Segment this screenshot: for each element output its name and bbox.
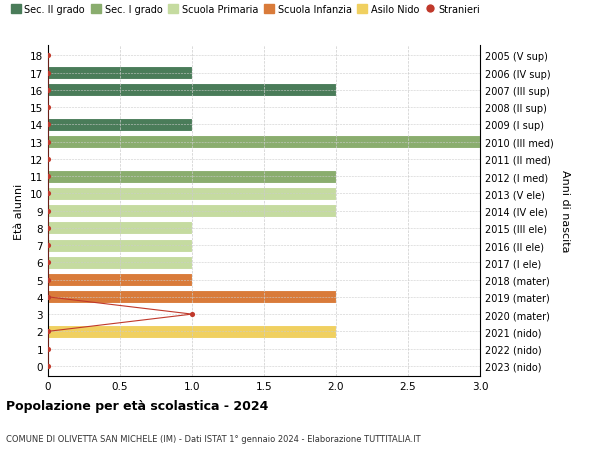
Point	[43, 121, 53, 129]
Bar	[48, 118, 192, 132]
Point	[43, 87, 53, 95]
Text: Popolazione per età scolastica - 2024: Popolazione per età scolastica - 2024	[6, 399, 268, 412]
Bar	[48, 205, 336, 218]
Point	[43, 52, 53, 60]
Point	[43, 259, 53, 266]
Point	[43, 207, 53, 215]
Bar	[48, 136, 480, 149]
Text: COMUNE DI OLIVETTA SAN MICHELE (IM) - Dati ISTAT 1° gennaio 2024 - Elaborazione : COMUNE DI OLIVETTA SAN MICHELE (IM) - Da…	[6, 434, 421, 443]
Bar	[48, 325, 336, 338]
Point	[43, 139, 53, 146]
Bar	[48, 84, 336, 97]
Point	[43, 242, 53, 249]
Point	[43, 225, 53, 232]
Point	[43, 363, 53, 370]
Bar	[48, 170, 336, 183]
Bar	[48, 239, 192, 252]
Point	[43, 70, 53, 77]
Point	[43, 156, 53, 163]
Bar	[48, 256, 192, 269]
Point	[187, 311, 197, 318]
Bar	[48, 222, 192, 235]
Point	[43, 294, 53, 301]
Y-axis label: Anni di nascita: Anni di nascita	[560, 170, 570, 252]
Y-axis label: Età alunni: Età alunni	[14, 183, 25, 239]
Bar	[48, 187, 336, 201]
Point	[43, 190, 53, 197]
Point	[43, 328, 53, 335]
Point	[43, 104, 53, 112]
Bar	[48, 274, 192, 286]
Point	[43, 173, 53, 180]
Legend: Sec. II grado, Sec. I grado, Scuola Primaria, Scuola Infanzia, Asilo Nido, Stran: Sec. II grado, Sec. I grado, Scuola Prim…	[11, 5, 481, 15]
Point	[43, 345, 53, 353]
Bar	[48, 291, 336, 304]
Bar	[48, 67, 192, 80]
Point	[43, 276, 53, 284]
